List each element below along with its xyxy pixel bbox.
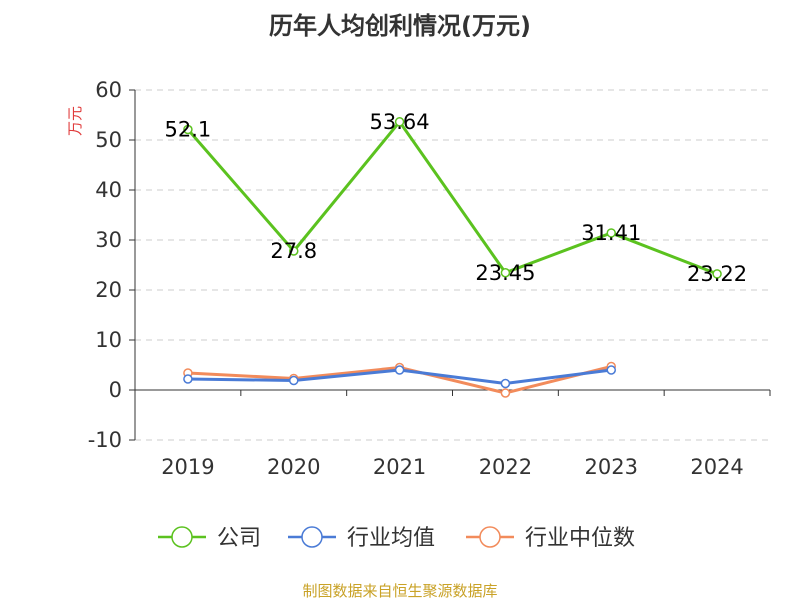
series-line [186,120,718,276]
x-tick-label: 2023 [585,455,638,479]
x-tick-label: 2024 [690,455,743,479]
x-tick-label: 2021 [373,455,426,479]
y-tick-label: 10 [95,328,122,352]
data-point [394,117,405,127]
legend-marker [479,526,501,548]
data-point [500,378,511,389]
legend-label: 行业均值 [347,526,435,551]
chart-title: 历年人均创利情况(万元) [269,12,531,40]
y-tick-label: 20 [95,278,122,302]
y-tick-label: -10 [88,428,122,452]
data-point [606,228,616,238]
legend-label: 行业中位数 [525,526,635,551]
x-tick-label: 2022 [479,455,532,479]
y-tick-label: 60 [95,78,122,102]
data-point [606,365,616,375]
x-tick-label: 2020 [267,455,320,479]
data-label: 31.41 [581,221,641,245]
data-point [500,388,511,398]
y-tick-label: 0 [109,378,122,402]
data-label: 27.8 [270,239,317,263]
y-axis-label: 万元 [66,106,84,136]
data-point [394,365,405,375]
legend-marker [171,526,193,548]
data-point [500,268,511,278]
data-point [183,374,193,384]
data-label: 52.1 [165,118,212,142]
y-tick-label: 30 [95,228,122,252]
y-tick-label: 40 [95,178,122,202]
y-tick-label: 50 [95,128,122,152]
x-tick-label: 2019 [161,455,214,479]
data-point [289,375,299,386]
legend-marker [301,526,323,548]
data-point [712,269,722,279]
data-label: 23.22 [687,262,747,286]
data-point [289,246,299,256]
data-label: 53.64 [370,110,430,134]
data-point [183,124,193,135]
source-note: 制图数据来自恒生聚源数据库 [302,582,498,600]
data-label: 23.45 [475,261,535,285]
legend-label: 公司 [217,526,261,551]
